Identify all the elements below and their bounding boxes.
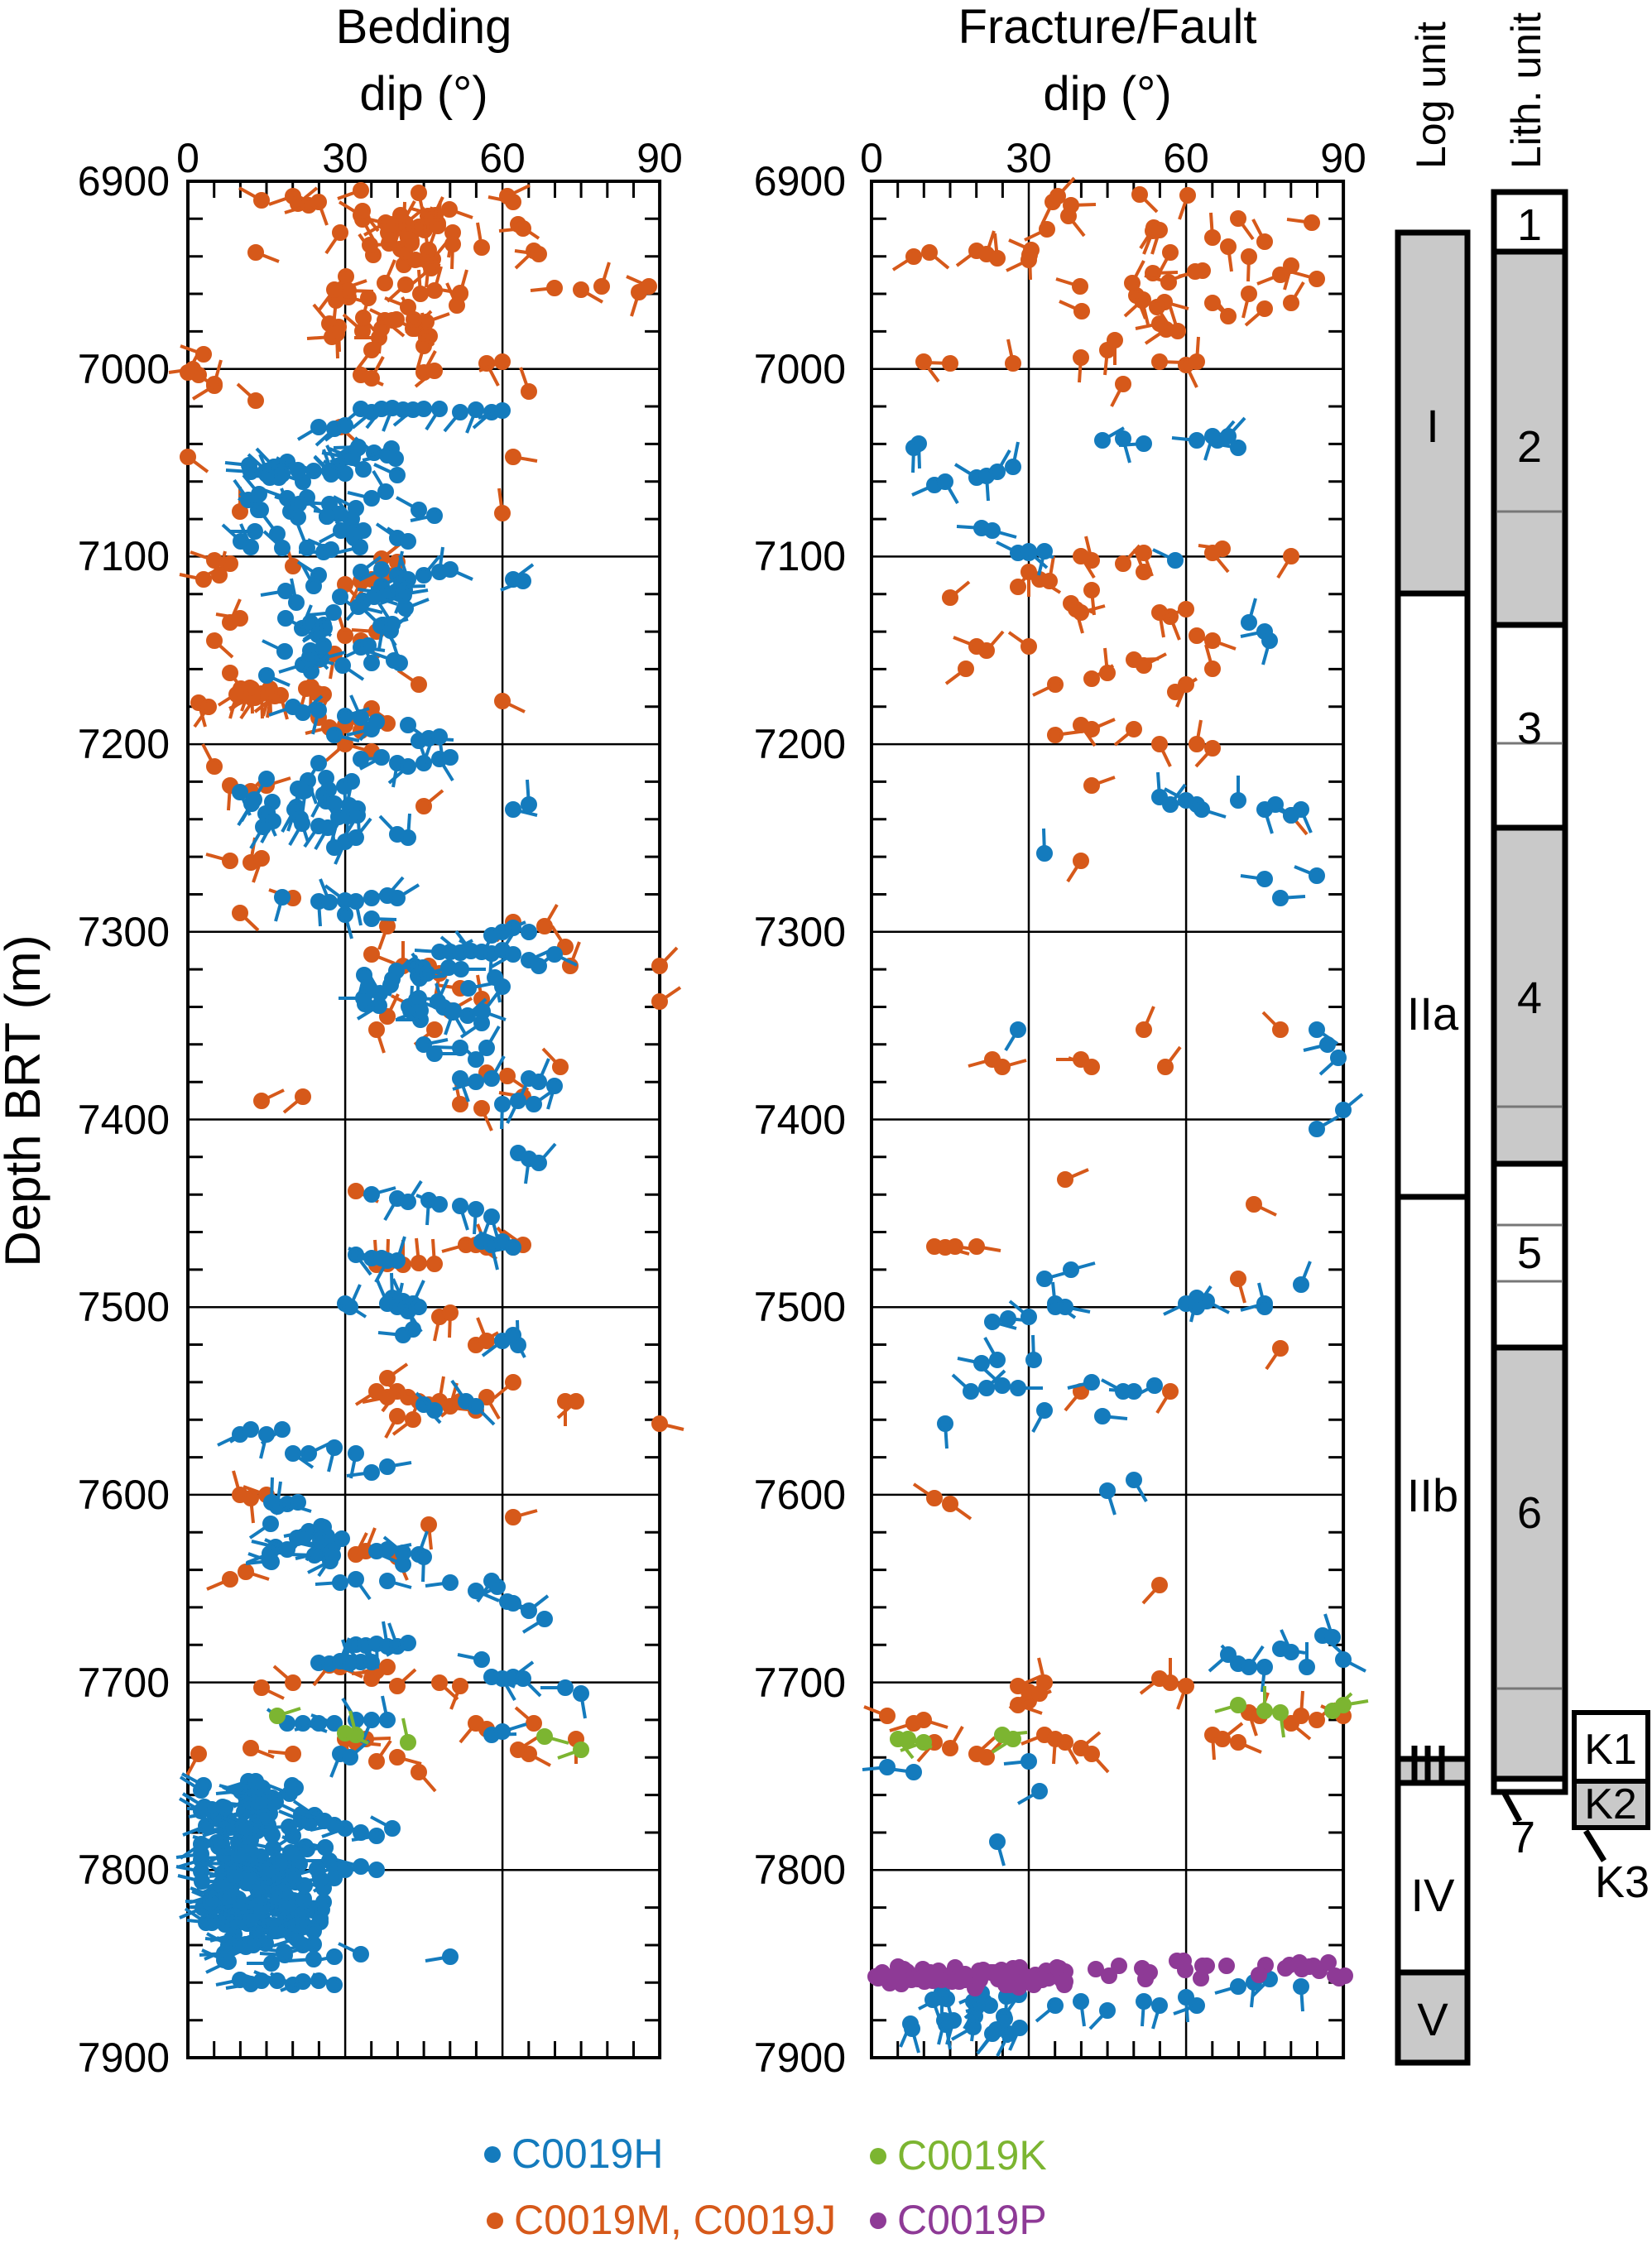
svg-text:60: 60 bbox=[1163, 135, 1209, 181]
svg-text:Fracture/Fault: Fracture/Fault bbox=[958, 0, 1257, 54]
svg-text:7000: 7000 bbox=[754, 346, 846, 392]
svg-text:IIa: IIa bbox=[1407, 987, 1459, 1040]
svg-text:7000: 7000 bbox=[78, 346, 170, 392]
svg-text:V: V bbox=[1417, 1993, 1448, 2045]
svg-text:IIb: IIb bbox=[1407, 1469, 1458, 1521]
svg-text:0: 0 bbox=[860, 135, 883, 181]
svg-text:90: 90 bbox=[1320, 135, 1366, 181]
svg-text:7500: 7500 bbox=[754, 1284, 846, 1330]
svg-text:60: 60 bbox=[479, 135, 526, 181]
svg-text:7300: 7300 bbox=[78, 909, 170, 955]
svg-text:0: 0 bbox=[176, 135, 199, 181]
svg-text:I: I bbox=[1426, 400, 1439, 452]
svg-text:Bedding: Bedding bbox=[336, 0, 512, 54]
svg-text:1: 1 bbox=[1517, 200, 1542, 250]
svg-text:7100: 7100 bbox=[78, 533, 170, 579]
svg-text:K3: K3 bbox=[1595, 1857, 1650, 1907]
svg-text:C0019K: C0019K bbox=[897, 2132, 1047, 2179]
svg-text:5: 5 bbox=[1517, 1228, 1542, 1278]
svg-text:6900: 6900 bbox=[78, 158, 170, 204]
svg-text:K1: K1 bbox=[1584, 1726, 1637, 1774]
svg-text:7200: 7200 bbox=[78, 721, 170, 767]
svg-text:7300: 7300 bbox=[754, 909, 846, 955]
svg-text:7900: 7900 bbox=[78, 2035, 170, 2081]
svg-text:90: 90 bbox=[636, 135, 683, 181]
svg-text:K2: K2 bbox=[1584, 1780, 1637, 1828]
svg-text:dip (°): dip (°) bbox=[359, 67, 487, 121]
svg-text:Log unit: Log unit bbox=[1408, 22, 1454, 169]
svg-text:6: 6 bbox=[1517, 1488, 1542, 1538]
svg-text:2: 2 bbox=[1517, 422, 1542, 472]
svg-text:IV: IV bbox=[1411, 1869, 1456, 1921]
svg-text:3: 3 bbox=[1517, 704, 1542, 753]
svg-text:7200: 7200 bbox=[754, 721, 846, 767]
svg-text:Depth BRT (m): Depth BRT (m) bbox=[0, 934, 50, 1266]
svg-text:30: 30 bbox=[322, 135, 368, 181]
svg-text:6900: 6900 bbox=[754, 158, 846, 204]
svg-text:C0019M, C0019J: C0019M, C0019J bbox=[514, 2197, 836, 2243]
svg-text:7: 7 bbox=[1510, 1813, 1535, 1862]
svg-text:Lith. unit: Lith. unit bbox=[1503, 12, 1549, 169]
svg-text:dip (°): dip (°) bbox=[1043, 67, 1171, 121]
svg-text:7600: 7600 bbox=[78, 1472, 170, 1518]
svg-text:7600: 7600 bbox=[754, 1472, 846, 1518]
svg-text:7800: 7800 bbox=[754, 1847, 846, 1893]
svg-text:4: 4 bbox=[1517, 973, 1542, 1023]
svg-text:7700: 7700 bbox=[754, 1660, 846, 1706]
svg-text:30: 30 bbox=[1006, 135, 1052, 181]
svg-text:C0019P: C0019P bbox=[897, 2197, 1047, 2243]
svg-text:7100: 7100 bbox=[754, 533, 846, 579]
svg-text:7800: 7800 bbox=[78, 1847, 170, 1893]
svg-text:7900: 7900 bbox=[754, 2035, 846, 2081]
svg-text:C0019H: C0019H bbox=[511, 2131, 663, 2177]
svg-text:7400: 7400 bbox=[78, 1097, 170, 1143]
svg-text:7500: 7500 bbox=[78, 1284, 170, 1330]
svg-text:7700: 7700 bbox=[78, 1660, 170, 1706]
svg-text:7400: 7400 bbox=[754, 1097, 846, 1143]
